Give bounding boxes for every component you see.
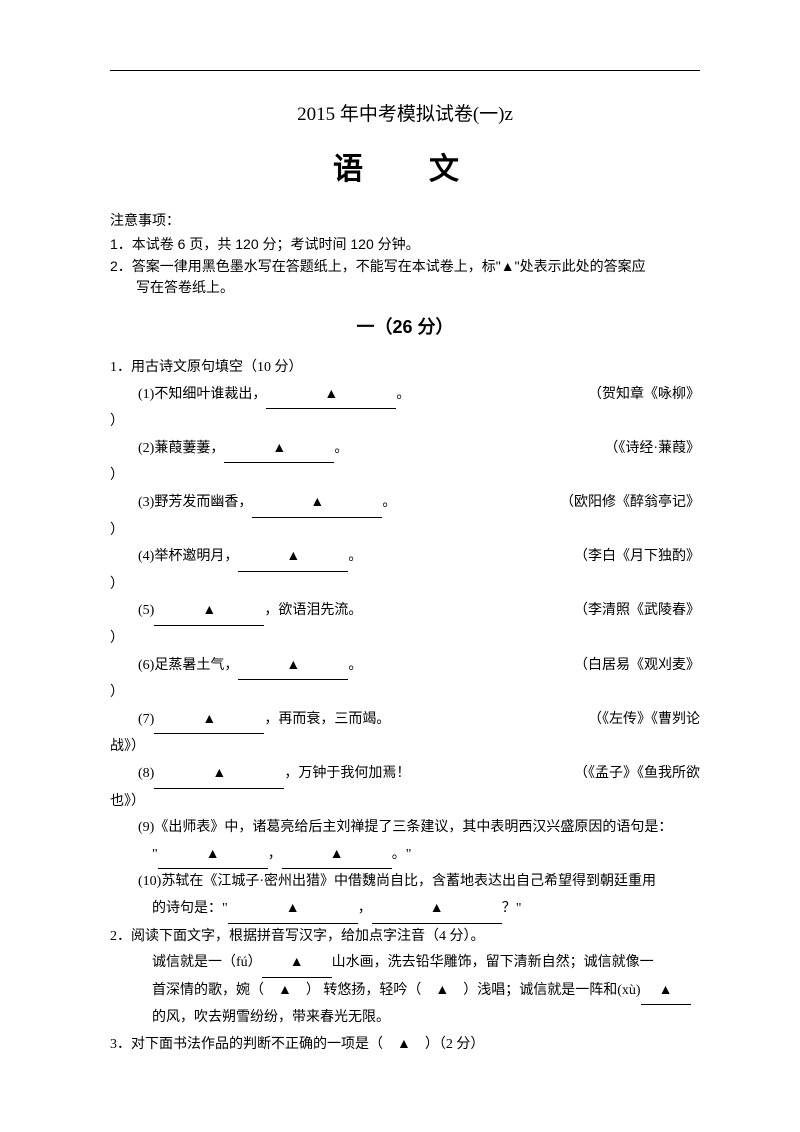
triangle-icon: ▲ bbox=[286, 901, 300, 916]
q1-7-source: （《左传》《曹刿论 bbox=[578, 707, 700, 734]
blank: ▲ bbox=[641, 978, 691, 1006]
q1-7-left-a: (7) bbox=[138, 712, 154, 727]
notice-item-2-cont: 写在答卷纸上。 bbox=[110, 277, 700, 299]
q3-stem: 3．对下面书法作品的判断不正确的一项是（ ▲ ）（2 分） bbox=[110, 1032, 700, 1059]
q1-item-4: (4)举杯邀明月， ▲ 。 （李白《月下独酌》 bbox=[110, 544, 700, 572]
triangle-icon: ▲ bbox=[659, 983, 673, 998]
subject-title: 语 文 bbox=[110, 144, 700, 188]
q1-1-left-a: (1)不知细叶谁裁出， bbox=[138, 387, 266, 402]
q1-item-10a: (10)苏轼在《江城子·密州出猎》中借魏尚自比，含蓄地表达出自己希望得到朝廷重用 bbox=[110, 869, 700, 896]
q1-10b-pre: 的诗句是：" bbox=[152, 901, 228, 916]
triangle-icon: ▲ bbox=[272, 441, 286, 456]
q2-p2a: 首深情的歌，婉（ ▲ ） 转悠扬，轻吟（ ▲ ）浅唱；诚信就是一阵和(xù) bbox=[152, 983, 641, 998]
q1-8-source: （《孟子》《鱼我所欲 bbox=[564, 761, 700, 788]
q1-8-left-b: ，万钟于我何加焉！ bbox=[284, 766, 410, 781]
q1-9b-post: 。" bbox=[392, 847, 412, 862]
q1-7-left-b: ，再而衰，三而竭。 bbox=[264, 712, 390, 727]
q1-1-left-b: 。 bbox=[396, 387, 410, 402]
q1-4-left-b: 。 bbox=[348, 549, 362, 564]
q1-10b-mid: ， bbox=[358, 901, 372, 916]
q1-2-source: （《诗经·蒹葭》 bbox=[594, 436, 700, 463]
triangle-icon: ▲ bbox=[286, 658, 300, 673]
q1-6-dangle: ） bbox=[110, 680, 700, 707]
blank: ▲ bbox=[372, 896, 502, 924]
q1-item-5: (5) ▲ ，欲语泪先流。 （李清照《武陵春》 bbox=[110, 598, 700, 626]
triangle-icon: ▲ bbox=[430, 901, 444, 916]
q1-6-left-b: 。 bbox=[348, 658, 362, 673]
section-heading: 一（26 分） bbox=[110, 313, 700, 339]
blank: ▲ bbox=[224, 436, 334, 464]
triangle-icon: ▲ bbox=[290, 955, 304, 970]
top-rule bbox=[110, 70, 700, 71]
blank: ▲ bbox=[228, 896, 358, 924]
blank: ▲ bbox=[262, 950, 332, 978]
blank: ▲ bbox=[266, 382, 396, 410]
q1-3-source: （欧阳修《醉翁亭记》 bbox=[550, 490, 700, 517]
q1-item-3: (3)野芳发而幽香， ▲ 。 （欧阳修《醉翁亭记》 bbox=[110, 490, 700, 518]
q1-item-7: (7) ▲ ，再而衰，三而竭。 （《左传》《曹刿论 bbox=[110, 707, 700, 735]
blank: ▲ bbox=[154, 707, 264, 735]
exam-page: 2015 年中考模拟试卷(一)z 语 文 注意事项： 1．本试卷 6 页，共 1… bbox=[0, 0, 800, 1109]
triangle-icon: ▲ bbox=[202, 712, 216, 727]
q1-5-dangle: ） bbox=[110, 626, 700, 653]
triangle-icon: ▲ bbox=[212, 766, 226, 781]
q1-4-left-a: (4)举杯邀明月， bbox=[138, 549, 238, 564]
q2-p1b: 山水画，洗去铅华雕饰，留下清新自然；诚信就像一 bbox=[332, 955, 654, 970]
q2-p1a: 诚信就是一（fú） bbox=[152, 955, 262, 970]
q1-item-1: (1)不知细叶谁裁出， ▲ 。 （贺知章《咏柳》 bbox=[110, 382, 700, 410]
q1-3-left-b: 。 bbox=[382, 495, 396, 510]
blank: ▲ bbox=[282, 842, 392, 870]
q1-7-dangle: 战》） bbox=[110, 734, 700, 761]
blank: ▲ bbox=[252, 490, 382, 518]
blank: ▲ bbox=[154, 761, 284, 789]
q1-5-left-a: (5) bbox=[138, 603, 154, 618]
triangle-icon: ▲ bbox=[310, 495, 324, 510]
blank: ▲ bbox=[158, 842, 268, 870]
q1-item-2: (2)蒹葭萋萋， ▲ 。 （《诗经·蒹葭》 bbox=[110, 436, 700, 464]
q1-8-dangle: 也》） bbox=[110, 789, 700, 816]
q2-para-3: 的风，吹去朔雪纷纷，带来春光无限。 bbox=[110, 1005, 700, 1032]
q1-2-dangle: ） bbox=[110, 463, 700, 490]
triangle-icon: ▲ bbox=[286, 549, 300, 564]
q1-2-left-a: (2)蒹葭萋萋， bbox=[138, 441, 224, 456]
q1-4-source: （李白《月下独酌》 bbox=[564, 544, 700, 571]
q1-8-left-a: (8) bbox=[138, 766, 154, 781]
q1-item-10b: 的诗句是：" ▲ ， ▲ ？" bbox=[110, 896, 700, 924]
notice-item-2: 2．答案一律用黑色墨水写在答题纸上，不能写在本试卷上，标"▲"处表示此处的答案应 bbox=[110, 256, 700, 278]
q1-item-6: (6)足蒸暑土气， ▲ 。 （白居易《观刈麦》 bbox=[110, 653, 700, 681]
q2-stem: 2．阅读下面文字，根据拼音写汉字，给加点字注音（4 分）。 bbox=[110, 924, 700, 951]
q1-10b-post: ？" bbox=[502, 901, 522, 916]
paper-title: 2015 年中考模拟试卷(一)z bbox=[110, 99, 700, 126]
q2-para-2: 首深情的歌，婉（ ▲ ） 转悠扬，轻吟（ ▲ ）浅唱；诚信就是一阵和(xù) ▲ bbox=[110, 978, 700, 1006]
triangle-icon: ▲ bbox=[324, 387, 338, 402]
q1-stem: 1．用古诗文原句填空（10 分） bbox=[110, 355, 700, 382]
q1-9b-mid: ， bbox=[268, 847, 282, 862]
q1-1-source: （贺知章《咏柳》 bbox=[578, 382, 700, 409]
q1-4-dangle: ） bbox=[110, 572, 700, 599]
triangle-icon: ▲ bbox=[202, 603, 216, 618]
triangle-icon: ▲ bbox=[206, 847, 220, 862]
q1-3-left-a: (3)野芳发而幽香， bbox=[138, 495, 252, 510]
q1-item-9a: (9)《出师表》中，诸葛亮给后主刘禅提了三条建议，其中表明西汉兴盛原因的语句是： bbox=[110, 815, 700, 842]
q1-6-left-a: (6)足蒸暑土气， bbox=[138, 658, 238, 673]
q1-5-left-b: ，欲语泪先流。 bbox=[264, 603, 362, 618]
triangle-icon: ▲ bbox=[330, 847, 344, 862]
notice-item-1: 1．本试卷 6 页，共 120 分；考试时间 120 分钟。 bbox=[110, 234, 700, 256]
notice-heading: 注意事项： bbox=[110, 210, 700, 230]
blank: ▲ bbox=[238, 544, 348, 572]
q1-1-dangle: ） bbox=[110, 409, 700, 436]
q2-para-1: 诚信就是一（fú） ▲ 山水画，洗去铅华雕饰，留下清新自然；诚信就像一 bbox=[110, 950, 700, 978]
q1-3-dangle: ） bbox=[110, 518, 700, 545]
q1-5-source: （李清照《武陵春》 bbox=[564, 598, 700, 625]
q1-2-left-b: 。 bbox=[334, 441, 348, 456]
q1-item-9b: "▲，▲。" bbox=[110, 842, 700, 870]
blank: ▲ bbox=[154, 598, 264, 626]
q1-item-8: (8) ▲ ，万钟于我何加焉！ （《孟子》《鱼我所欲 bbox=[110, 761, 700, 789]
blank: ▲ bbox=[238, 653, 348, 681]
q1-6-source: （白居易《观刈麦》 bbox=[564, 653, 700, 680]
